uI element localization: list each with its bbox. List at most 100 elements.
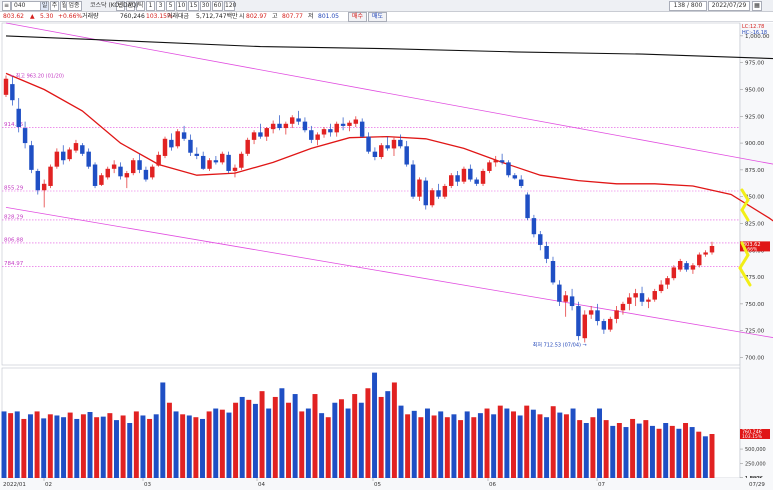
volume-bar xyxy=(27,414,33,478)
candle-body xyxy=(143,169,149,180)
index-name: 코스닥 (KOSDAQ) xyxy=(90,2,139,9)
period-button-1[interactable]: 1 xyxy=(146,1,155,11)
candle-body xyxy=(366,136,371,152)
period-button-60[interactable]: 60 xyxy=(212,1,223,11)
period-button-3[interactable]: 3 xyxy=(156,1,165,11)
volume-bar xyxy=(332,402,338,478)
candle-body xyxy=(251,132,257,140)
period-button-30[interactable]: 30 xyxy=(200,1,211,11)
period-button-분[interactable]: 분 xyxy=(126,1,135,11)
volume-bar xyxy=(94,417,100,478)
volume-bar xyxy=(683,423,689,478)
volume-bar xyxy=(338,399,344,478)
volume-bar xyxy=(411,410,417,478)
volume-bar xyxy=(484,408,490,478)
volume-bar xyxy=(570,408,576,478)
volume-bar xyxy=(319,413,325,478)
high-label: 고 xyxy=(272,13,278,20)
y-tick-label: 725.00 xyxy=(745,329,765,335)
date-field[interactable]: 2022/07/29 xyxy=(708,1,750,11)
y-tick-label: 1,000.00 xyxy=(745,34,770,40)
candle-body xyxy=(334,123,339,133)
period-button-5[interactable]: 5 xyxy=(166,1,175,11)
low-value: 801.05 xyxy=(318,13,339,20)
period-button-일[interactable]: 일 xyxy=(40,1,49,11)
toolbar: ≡ 040 일 주 월 년 분 틱 1 3 5 10 15 30 60 120 업종 코스닥 (KOSDA… xyxy=(0,0,773,12)
calendar-icon[interactable]: ▦ xyxy=(752,1,762,11)
current-price: 803.62 xyxy=(3,13,24,20)
candle-body xyxy=(130,160,136,174)
volume-bar xyxy=(702,436,708,478)
volume-bar xyxy=(372,372,378,478)
candle-body xyxy=(588,310,594,315)
menu-icon[interactable]: ≡ xyxy=(2,1,11,11)
candle-body xyxy=(404,146,409,165)
candle-body xyxy=(385,145,390,149)
candle-body xyxy=(442,185,448,197)
volume-bar xyxy=(239,396,245,478)
long-moving-average-line xyxy=(5,35,773,60)
candle-body xyxy=(601,321,607,330)
channel-upper-line xyxy=(5,22,773,165)
exchange-selector[interactable]: 업종 xyxy=(66,1,82,11)
candle-body xyxy=(690,265,696,270)
candle-body xyxy=(703,252,708,255)
volume-bar xyxy=(517,415,523,478)
quote-info-bar: 803.62 ▲ 5.30 +0.66% 거래량 760,246 103.15%… xyxy=(0,12,773,22)
candle-body xyxy=(309,130,314,140)
period-button-틱[interactable]: 틱 xyxy=(136,1,145,11)
volume-label: 거래량 xyxy=(82,13,99,20)
volume-bar xyxy=(200,418,205,478)
x-tick-label: 02 xyxy=(45,482,52,488)
sell-button[interactable]: 매도 xyxy=(368,12,387,22)
period-button-주[interactable]: 주 xyxy=(50,1,59,11)
volume-bar xyxy=(405,414,411,478)
volume-bar xyxy=(385,391,391,478)
candle-body xyxy=(118,166,123,177)
candle-body xyxy=(487,162,492,171)
volume-bar xyxy=(147,418,153,478)
volume-bar xyxy=(279,388,285,478)
candle-body xyxy=(646,299,651,302)
open-value: 802.97 xyxy=(246,13,267,20)
candle-body xyxy=(410,164,416,197)
volume-y-tick-label: 250,000 xyxy=(745,462,766,468)
candle-body xyxy=(506,162,511,176)
candle-body xyxy=(111,164,117,169)
low-annotation: 최저 712.53 (07/04) → xyxy=(533,342,587,349)
candle-body xyxy=(150,166,155,178)
volume-bar xyxy=(477,413,483,478)
candle-body xyxy=(569,296,575,307)
volume-bar xyxy=(233,402,239,478)
candle-body xyxy=(627,297,632,304)
period-button-15[interactable]: 15 xyxy=(188,1,199,11)
volume-bar xyxy=(544,417,550,478)
period-button-120[interactable]: 120 xyxy=(224,1,237,11)
candle-body xyxy=(455,175,460,182)
candle-body xyxy=(658,284,664,292)
volume-bar xyxy=(226,412,232,478)
candle-body xyxy=(347,122,352,126)
volume-value: 760,246 xyxy=(120,13,145,20)
period-button-년[interactable]: 년 xyxy=(116,1,125,11)
up-arrow-icon: ▲ xyxy=(30,13,35,20)
volume-bar xyxy=(524,405,530,478)
candle-body xyxy=(448,175,454,186)
buy-button[interactable]: 매수 xyxy=(348,12,367,22)
period-button-10[interactable]: 10 xyxy=(176,1,187,11)
bar-count-field[interactable]: 138 / 800 xyxy=(669,1,707,11)
candle-body xyxy=(531,218,537,235)
volume-bar xyxy=(299,411,305,478)
candle-body xyxy=(595,310,600,322)
volume-bar xyxy=(206,411,212,478)
candle-body xyxy=(563,295,568,302)
volume-bar xyxy=(709,434,715,478)
volume-ratio: 103.15% xyxy=(146,13,173,20)
low-label: 저 xyxy=(308,13,314,20)
candle-body xyxy=(200,155,206,169)
candle-body xyxy=(48,166,53,186)
candle-body xyxy=(296,118,301,122)
volume-bar xyxy=(180,414,186,478)
candle-body xyxy=(245,139,250,154)
